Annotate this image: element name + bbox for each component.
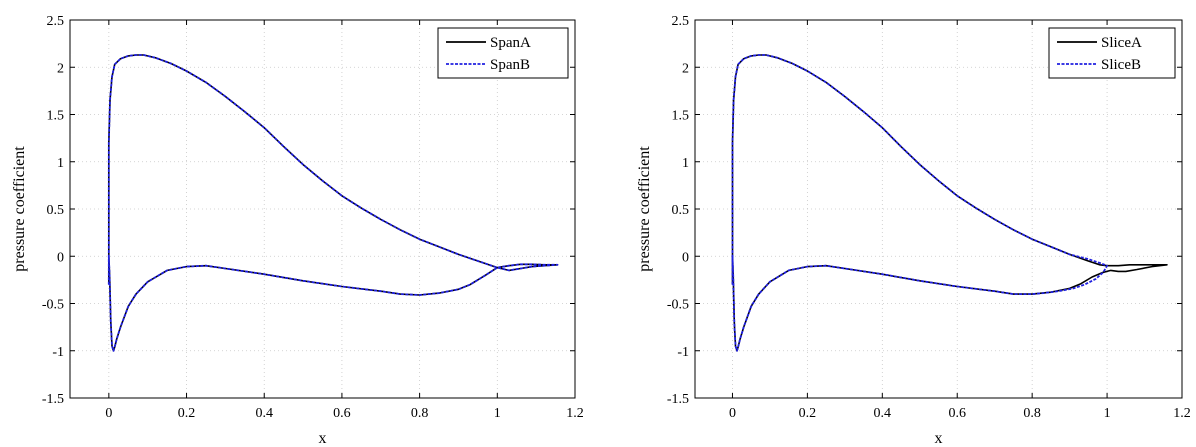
- x-tick-label: 0: [105, 406, 112, 421]
- y-tick-label: 1.5: [672, 109, 690, 124]
- y-axis-label: pressure coefficient: [636, 146, 653, 272]
- x-tick-label: 0: [729, 406, 736, 421]
- y-tick-label: 1.5: [47, 109, 65, 124]
- legend: SliceA SliceB: [1048, 27, 1176, 79]
- y-tick-label: 2.5: [672, 14, 690, 29]
- legend-box: [437, 27, 569, 79]
- y-tick-label: 0: [682, 250, 689, 265]
- y-tick-label: 0.5: [672, 203, 690, 218]
- x-tick-label: 1: [1104, 406, 1111, 421]
- x-tick-label: 0.6: [948, 406, 966, 421]
- series-line-SpanB: [107, 54, 559, 352]
- y-tick-label: 2.5: [47, 14, 65, 29]
- y-tick-label: -1: [677, 345, 689, 360]
- chart-1: 0 0.2 0.4 0.6 0.8 1 1.2 -1.5 -1 -0.5 0 0.5 1 1.5 2 2.5 x…: [11, 14, 584, 447]
- x-tick-label: 0.8: [1023, 406, 1041, 421]
- legend: SpanA SpanB: [437, 27, 569, 79]
- x-tick-label: 0.2: [799, 406, 817, 421]
- x-tick-label: 0.6: [333, 406, 351, 421]
- legend-box: [1048, 27, 1176, 79]
- y-tick-label: 2: [57, 61, 64, 76]
- x-axis-label: x: [319, 430, 327, 447]
- legend-label: SpanB: [490, 57, 530, 73]
- y-tick-label: 2: [682, 61, 689, 76]
- legend-label: SliceB: [1101, 57, 1141, 73]
- chart-2: 0 0.2 0.4 0.6 0.8 1 1.2 -1.5 -1 -0.5 0 0.5 1 1.5 2 2.5 x…: [636, 14, 1191, 447]
- y-tick-label: 0.5: [47, 203, 65, 218]
- series-line-SliceA: [731, 54, 1168, 352]
- x-tick-label: 1.2: [566, 406, 584, 421]
- x-tick-label: 1: [494, 406, 501, 421]
- legend-label: SliceA: [1101, 35, 1142, 51]
- y-tick-label: -0.5: [42, 298, 64, 313]
- y-tick-label: 0: [57, 250, 64, 265]
- y-tick-label: -1: [52, 345, 64, 360]
- x-tick-label: 0.2: [178, 406, 196, 421]
- x-tick-label: 0.4: [255, 406, 273, 421]
- y-axis-label: pressure coefficient: [11, 146, 28, 272]
- x-tick-label: 1.2: [1173, 406, 1191, 421]
- legend-label: SpanA: [490, 35, 531, 51]
- x-axis-label: x: [935, 430, 943, 447]
- y-tick-label: -1.5: [42, 392, 64, 407]
- y-tick-label: 1: [682, 156, 689, 171]
- x-tick-label: 0.8: [411, 406, 429, 421]
- y-tick-label: -0.5: [667, 298, 689, 313]
- series-line-SliceB: [731, 54, 1108, 352]
- series-line-SpanA: [108, 54, 559, 352]
- y-tick-label: -1.5: [667, 392, 689, 407]
- x-tick-label: 0.4: [874, 406, 892, 421]
- y-tick-label: 1: [57, 156, 64, 171]
